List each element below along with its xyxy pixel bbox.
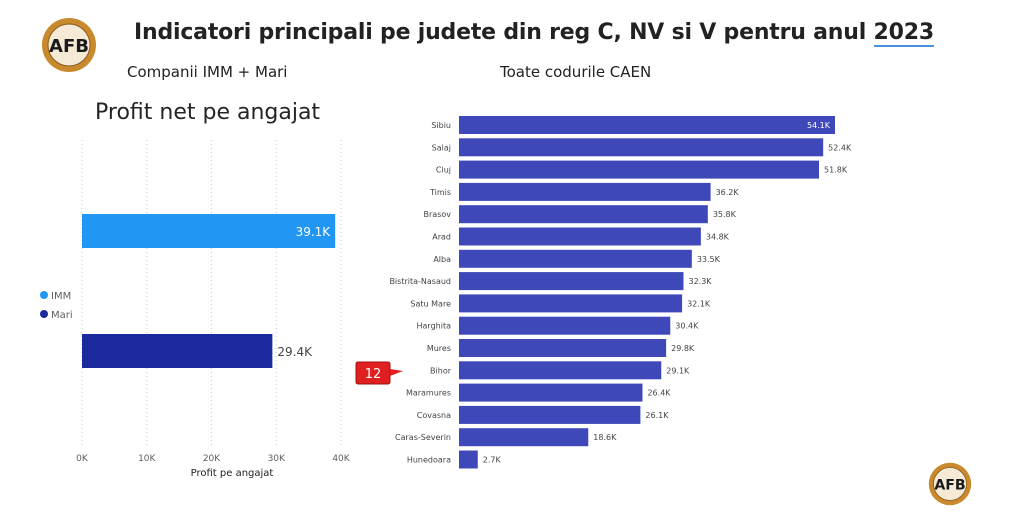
bar-cluj xyxy=(459,160,820,179)
category-label: Maramures xyxy=(406,389,451,398)
bar-hunedoara xyxy=(459,450,478,469)
left-x-axis-label: Profit pe angajat xyxy=(191,468,274,479)
category-label: Timis xyxy=(429,188,451,197)
data-label: 35.8K xyxy=(713,210,737,219)
subtitle-companies: Companii IMM + Mari xyxy=(127,63,288,81)
category-label: Bihor xyxy=(430,366,452,375)
page-title: Indicatori principali pe judete din reg … xyxy=(134,20,934,47)
bar-imm xyxy=(82,214,336,248)
title-year: 2023 xyxy=(873,20,934,47)
bar-brasov xyxy=(459,205,708,224)
category-label: Mures xyxy=(427,344,451,353)
category-label: Brasov xyxy=(424,210,452,219)
data-label: 34.8K xyxy=(706,233,730,242)
category-label: Harghita xyxy=(417,322,452,331)
bar-sibiu xyxy=(459,116,835,134)
data-label: 30.4K xyxy=(675,322,699,331)
data-label: 29.8K xyxy=(671,344,695,353)
x-tick-label: 30K xyxy=(268,454,286,464)
bar-caras-severin xyxy=(459,428,589,447)
x-tick-label: 20K xyxy=(203,454,221,464)
subtitle-caen: Toate codurile CAEN xyxy=(500,63,652,81)
data-label: 2.7K xyxy=(483,456,502,465)
legend-marker-mari xyxy=(40,310,48,318)
data-label: 18.6K xyxy=(593,433,617,442)
logo-text: AFB xyxy=(49,36,89,57)
bar-covasna xyxy=(459,405,641,424)
bar-mari xyxy=(82,334,273,368)
data-label: 29.4K xyxy=(277,345,313,359)
legend-label: Mari xyxy=(51,310,73,321)
bar-maramures xyxy=(459,383,643,402)
bar-satu mare xyxy=(459,294,683,313)
bar-timis xyxy=(459,182,711,201)
logo-text-bottom: AFB xyxy=(934,478,965,494)
category-label: Covasna xyxy=(417,411,451,420)
category-label: Satu Mare xyxy=(410,299,451,308)
category-label: Salaj xyxy=(432,143,451,152)
afb-logo-bottom: AFB xyxy=(928,462,972,506)
bar-bihor xyxy=(459,361,662,380)
afb-logo: AFB xyxy=(42,18,96,72)
category-label: Sibiu xyxy=(431,121,451,130)
data-label: 36.2K xyxy=(716,188,740,197)
left-chart-title: Profit net pe angajat xyxy=(95,100,321,125)
data-label: 26.4K xyxy=(647,389,671,398)
category-label: Cluj xyxy=(436,166,451,175)
category-label: Caras-Severin xyxy=(395,433,451,442)
right-bar-chart: Sibiu 54.1K Salaj 52.4K Cluj 51.8K Timis 36.2K B… xyxy=(389,116,852,469)
x-tick-label: 10K xyxy=(138,454,156,464)
legend-label: IMM xyxy=(51,291,71,302)
title-main: Indicatori principali pe judete din reg … xyxy=(134,20,867,45)
data-label: 32.1K xyxy=(687,299,711,308)
callout-marker: 12 xyxy=(355,361,403,385)
bar-alba xyxy=(459,249,692,268)
category-label: Hunedoara xyxy=(407,456,451,465)
data-label: 32.3K xyxy=(688,277,712,286)
data-label: 54.1K xyxy=(807,121,831,130)
callout-label: 12 xyxy=(365,367,382,382)
data-label: 39.1K xyxy=(296,225,332,239)
left-bar-chart: IMM Mari 39.1K 29.4K 0K 10K 20K 30K 40K Profit… xyxy=(40,140,351,479)
bar-mures xyxy=(459,339,667,357)
bar-arad xyxy=(459,227,701,246)
x-tick-label: 40K xyxy=(332,454,350,464)
legend-marker-imm xyxy=(40,291,48,299)
bar-harghita xyxy=(459,316,671,335)
data-label: 29.1K xyxy=(666,366,690,375)
bar-bistrita-nasaud xyxy=(459,272,684,291)
category-label: Arad xyxy=(432,233,451,242)
category-label: Bistrita-Nasaud xyxy=(389,277,451,286)
data-label: 26.1K xyxy=(645,411,669,420)
data-label: 51.8K xyxy=(824,166,848,175)
data-label: 33.5K xyxy=(697,255,721,264)
bar-salaj xyxy=(459,138,824,157)
data-label: 52.4K xyxy=(828,143,852,152)
category-label: Alba xyxy=(433,255,451,264)
x-tick-label: 0K xyxy=(76,454,89,464)
